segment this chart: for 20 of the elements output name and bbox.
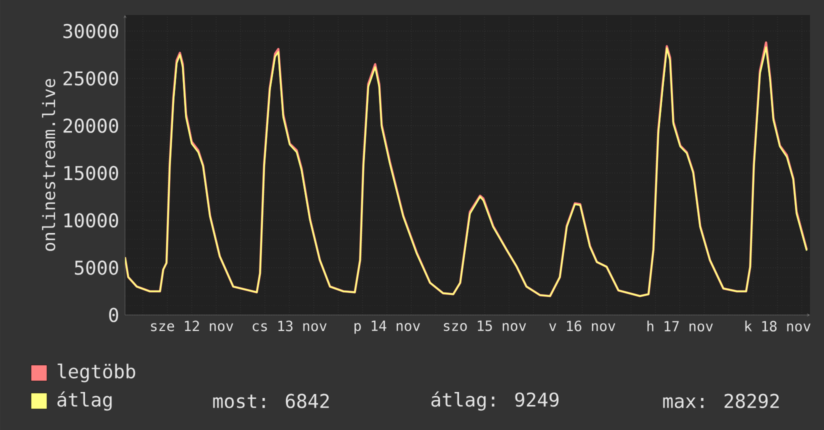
y-tick-label: 20000 — [64, 118, 118, 133]
x-tick-label: sze 12 nov — [151, 320, 234, 332]
y-tick-label: 0 — [109, 308, 118, 322]
text: max: 28292 — [663, 394, 779, 408]
y-tick-label: 30000 — [63, 24, 118, 38]
y-axis-title: onlinestream.live — [42, 79, 56, 251]
legend-label: legtöbb — [58, 364, 136, 382]
text: most: 6842 — [213, 394, 329, 408]
x-tick-label: p 14 nov — [354, 320, 420, 334]
y-tick-label: 10000 — [64, 213, 118, 228]
text: átlag: 9249 — [431, 391, 559, 411]
y-tick-label: 25000 — [64, 71, 118, 86]
x-tick-label: h 17 nov — [647, 320, 713, 332]
y-tick-label: 15000 — [64, 166, 118, 180]
y-tick-label: 5000 — [74, 260, 118, 275]
x-tick-label: szo 15 nov — [444, 320, 526, 332]
legend-label: átlag — [57, 391, 112, 411]
x-tick-label: v 16 nov — [549, 320, 616, 332]
x-tick-label: k 18 nov — [745, 320, 810, 332]
x-tick-label: cs 13 nov — [252, 320, 327, 332]
